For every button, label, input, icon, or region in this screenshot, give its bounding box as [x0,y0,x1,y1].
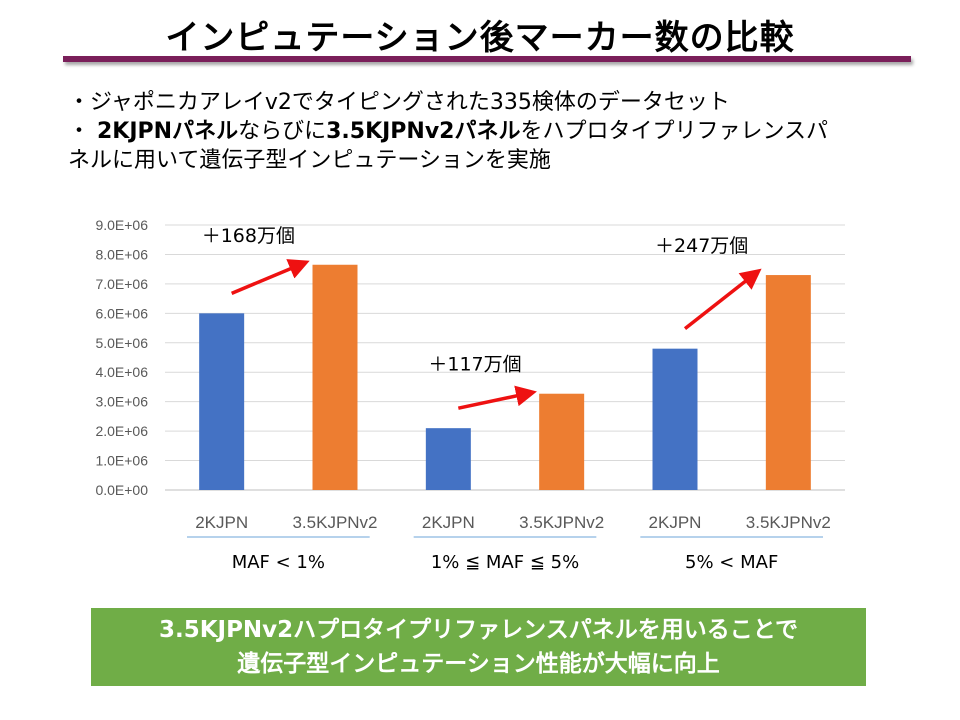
x-category-label: 3.5KJPNv2 [746,513,831,532]
y-tick-label: 7.0E+06 [95,276,148,292]
bullet-text: ジャポニカアレイv2でタイピングされた335検体のデータセット [90,90,730,115]
increase-arrow [230,259,310,295]
y-tick-label: 2.0E+06 [95,423,148,439]
y-tick-label: 1.0E+06 [95,453,148,469]
bar [425,428,471,490]
x-category-label: 2KJPN [195,513,248,532]
conclusion-box: 3.5KJPNv2ハプロタイプリファレンスパネルを用いることで 遺伝子型インピュ… [91,608,866,686]
y-tick-label: 3.0E+06 [95,394,148,410]
increase-annotation: ＋168万個 [202,225,295,247]
group-label: 1% ≦ MAF ≦ 5% [431,552,579,573]
y-tick-label: 9.0E+06 [95,217,148,233]
bar [199,313,245,490]
y-tick-label: 8.0E+06 [95,246,148,262]
bullet-list: ・ジャポニカアレイv2でタイピングされた335検体のデータセット・ 2KJPNパ… [68,88,918,175]
y-tick-label: 0.0E+00 [95,482,148,498]
conclusion-line-1: 3.5KJPNv2ハプロタイプリファレンスパネルを用いることで [158,617,799,643]
conclusion-line-2: 遺伝子型インピュテーション性能が大幅に向上 [237,651,720,677]
bullet-bold-text: 3.5KJPNv2パネル [326,119,521,144]
x-category-label: 2KJPN [649,513,702,532]
increase-annotation: ＋247万個 [655,235,748,257]
bullet-line: ネルに用いて遺伝子型インピュテーションを実施 [68,146,918,175]
bar [652,348,698,490]
x-category-label: 2KJPN [422,513,475,532]
title-underline [63,56,911,62]
group-label: MAF < 1% [232,552,325,573]
increase-annotation: ＋117万個 [428,354,521,376]
bullet-line: ・ 2KJPNパネルならびに3.5KJPNv2パネルをハプロタイプリファレンスパ [68,117,918,146]
slide-title: インピュテーション後マーカー数の比較 [165,18,795,58]
y-tick-label: 4.0E+06 [95,364,148,380]
x-category-label: 3.5KJPNv2 [519,513,604,532]
bullet-text: をハプロタイプリファレンスパ [520,119,829,144]
y-tick-label: 6.0E+06 [95,305,148,321]
bar [312,264,358,490]
bar-chart: 0.0E+00 1.0E+06 2.0E+06 3.0E+06 4.0E+06 5.0E+… [95,217,845,573]
bar [765,275,811,490]
y-tick-label: 5.0E+06 [95,335,148,351]
group-label: 5% < MAF [685,552,778,573]
increase-arrow [683,268,762,331]
increase-arrow [457,385,537,410]
bullet-bold-text: 2KJPNパネル [97,119,239,144]
bullet-marker: ・ [68,90,91,115]
bar [539,393,585,490]
bullet-line: ・ジャポニカアレイv2でタイピングされた335検体のデータセット [68,88,918,117]
bullet-marker: ・ [68,119,97,144]
x-category-label: 3.5KJPNv2 [292,513,377,532]
bullet-text: ネルに用いて遺伝子型インピュテーションを実施 [68,148,551,173]
bullet-text: ならびに [238,119,327,144]
